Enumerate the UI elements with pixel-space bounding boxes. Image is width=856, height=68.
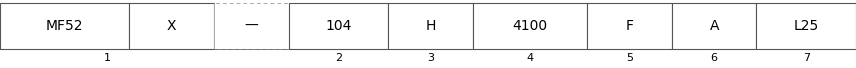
Text: 2: 2 (335, 53, 342, 63)
Bar (672, 3, 757, 49)
Text: 5: 5 (626, 53, 633, 63)
Bar (129, 3, 214, 49)
Text: 7: 7 (803, 53, 810, 63)
Text: F: F (626, 19, 633, 33)
Text: A: A (710, 19, 719, 33)
Text: 4: 4 (526, 53, 533, 63)
Bar (473, 3, 587, 49)
Bar (587, 3, 672, 49)
Bar (288, 3, 388, 49)
Bar (214, 3, 288, 49)
Text: 6: 6 (710, 53, 717, 63)
Text: 104: 104 (325, 19, 352, 33)
Text: MF52: MF52 (46, 19, 83, 33)
Text: 1: 1 (104, 53, 110, 63)
Text: 3: 3 (427, 53, 434, 63)
Bar (757, 3, 856, 49)
Text: 4100: 4100 (513, 19, 548, 33)
Text: —: — (245, 19, 259, 33)
Bar (388, 3, 473, 49)
Bar (0, 3, 129, 49)
Text: L25: L25 (794, 19, 819, 33)
Text: H: H (425, 19, 436, 33)
Text: X: X (167, 19, 176, 33)
